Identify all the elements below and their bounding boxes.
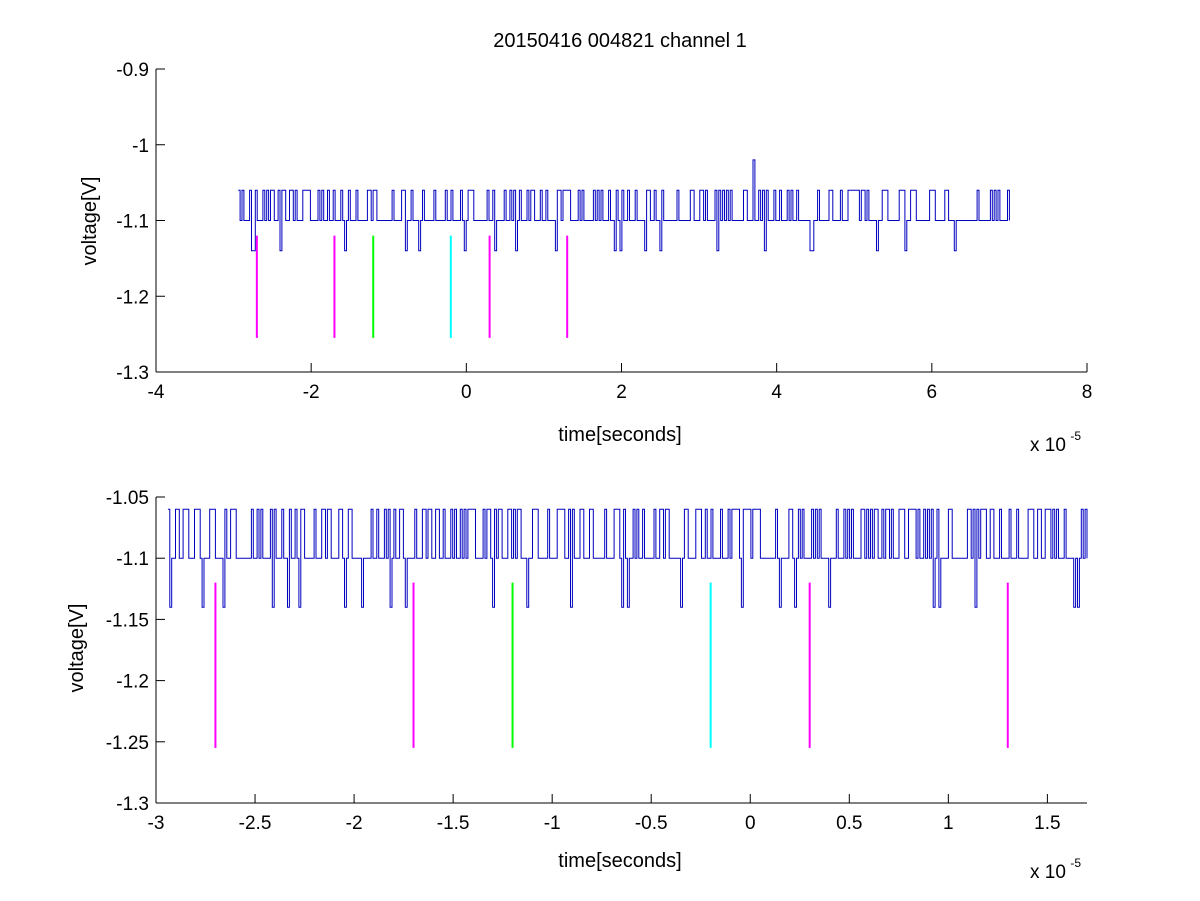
x-exponent-base: x 10 <box>1030 435 1066 456</box>
x-exponent-label: x 10 -5 <box>1030 429 1081 456</box>
trigger-marker-layer <box>214 582 1009 748</box>
voltage-trace <box>238 159 1010 252</box>
x-exponent-label: x 10 -5 <box>1030 856 1081 883</box>
x-exponent-power: -5 <box>1070 856 1081 870</box>
x-tick-label: 6 <box>927 382 938 403</box>
y-tick-label: -0.9 <box>116 60 149 81</box>
x-tick-label: -0.5 <box>635 813 668 834</box>
y-axis-label: voltage[V] <box>66 604 88 693</box>
x-tick-label: -1 <box>544 813 561 834</box>
x-exponent-base: x 10 <box>1030 862 1066 883</box>
x-tick-label: 1 <box>943 813 954 834</box>
y-tick-label: -1.3 <box>116 363 149 384</box>
x-tick-label: 4 <box>771 382 782 403</box>
y-tick-label: -1.2 <box>116 287 149 308</box>
signal-layer <box>167 508 1088 608</box>
voltage-trace <box>167 508 1088 608</box>
signal-layer <box>238 159 1010 252</box>
axes: -4 -2 0 2 4 6 8 -1.3 -1.2 -1.1 -1 -0.9 <box>116 60 1092 403</box>
plot-full-trace: -4 -2 0 2 4 6 8 -1.3 -1.2 -1.1 -1 -0.9 time[seconds… <box>79 60 1092 456</box>
x-tick-label: 0 <box>461 382 472 403</box>
x-tick-label: -1.5 <box>437 813 470 834</box>
x-tick-label: -2 <box>303 382 320 403</box>
x-tick-label: 2 <box>616 382 627 403</box>
x-tick-label: 8 <box>1082 382 1093 403</box>
x-axis-label: time[seconds] <box>558 850 681 872</box>
y-axis-label: voltage[V] <box>79 177 101 266</box>
y-tick-label: -1.05 <box>106 488 149 509</box>
y-tick-label: -1 <box>132 136 149 157</box>
x-tick-label: 0.5 <box>836 813 862 834</box>
y-tick-label: -1.15 <box>106 610 149 631</box>
y-tick-label: -1.2 <box>116 672 149 693</box>
axes: -3 -2.5 -2 -1.5 -1 -0.5 0 0.5 1 1.5 -1.3 -1.25 -1.2 -… <box>106 488 1087 834</box>
x-tick-label: -2 <box>346 813 363 834</box>
figure-title: 20150416 004821 channel 1 <box>493 30 747 52</box>
x-tick-label: 0 <box>745 813 756 834</box>
y-tick-label: -1.3 <box>116 794 149 815</box>
trigger-marker-layer <box>255 235 569 338</box>
y-tick-label: -1.1 <box>116 212 149 233</box>
x-axis-label: time[seconds] <box>558 424 681 446</box>
x-tick-label: -3 <box>148 813 165 834</box>
x-exponent-power: -5 <box>1070 429 1081 443</box>
x-tick-label: 1.5 <box>1034 813 1060 834</box>
x-tick-label: -2.5 <box>239 813 272 834</box>
y-tick-label: -1.25 <box>106 733 149 754</box>
x-tick-label: -4 <box>148 382 165 403</box>
y-tick-label: -1.1 <box>116 549 149 570</box>
plot-zoomed-trace: -3 -2.5 -2 -1.5 -1 -0.5 0 0.5 1 1.5 -1.3 -1.25 -1.2 -… <box>66 488 1088 883</box>
